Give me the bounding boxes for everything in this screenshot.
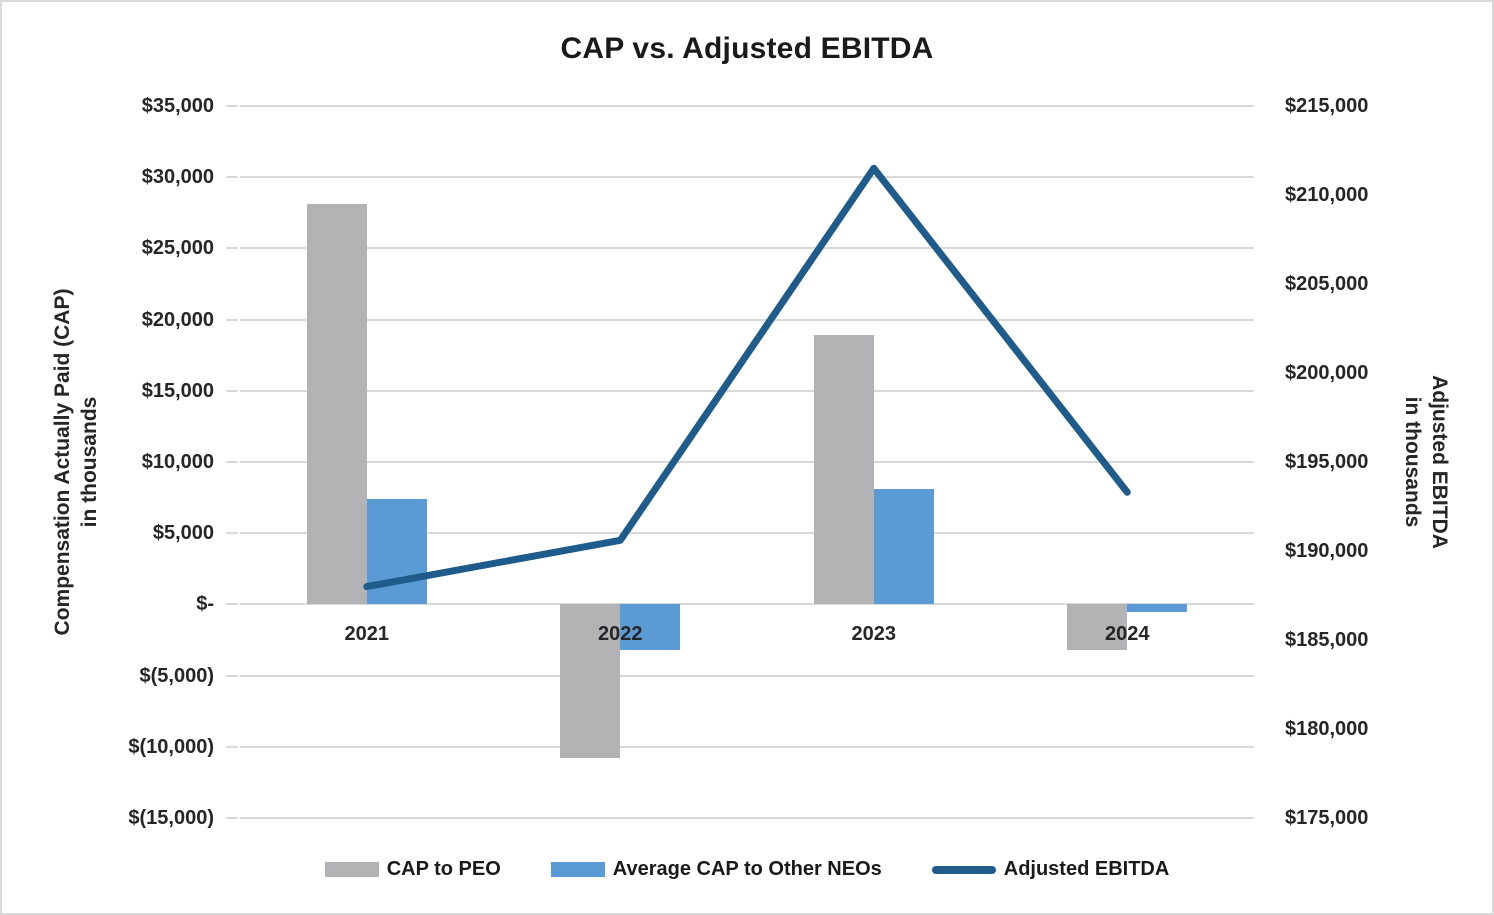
left-axis-tickmark <box>226 532 238 535</box>
left-axis-tickmark <box>226 817 238 819</box>
bar-cap-neo-2024 <box>1127 604 1188 612</box>
left-axis-tick-label: $25,000 <box>141 237 214 260</box>
bar-cap-peo-2022 <box>560 604 621 759</box>
left-axis-tickmark <box>226 389 238 392</box>
left-axis-tick-label: $- <box>196 593 214 616</box>
left-axis-tick-label: $(10,000) <box>128 735 214 758</box>
x-axis-label-2023: 2023 <box>851 623 897 645</box>
right-axis-tick-label: $200,000 <box>1285 362 1369 384</box>
left-axis-tick-label: $5,000 <box>152 522 214 545</box>
gridline <box>240 674 1254 677</box>
x-axis-label-2022: 2022 <box>598 623 643 645</box>
left-axis-tickmark <box>226 745 238 748</box>
x-axis-label-2021: 2021 <box>344 623 390 645</box>
legend-bar-swatch <box>324 862 379 877</box>
gridline <box>240 389 1254 392</box>
left-axis-tickmark <box>226 176 238 179</box>
legend-label: CAP to PEO <box>386 858 501 880</box>
gridline <box>240 817 1254 819</box>
left-axis-tickmark <box>226 603 238 606</box>
legend-label: Adjusted EBITDA <box>1003 858 1170 880</box>
legend-item: Average CAP to Other NEOs <box>550 858 882 881</box>
left-axis-tickmark <box>226 247 238 250</box>
chart-legend: CAP to PEO Average CAP to Other NEOs Adjus… <box>2 858 1492 881</box>
right-axis-tick-label: $175,000 <box>1285 807 1369 829</box>
legend-item: Adjusted EBITDA <box>931 858 1170 881</box>
gridline <box>240 247 1254 250</box>
legend-label: Average CAP to Other NEOs <box>612 858 882 880</box>
left-axis-tickmark <box>226 461 238 463</box>
left-axis-tickmark <box>226 105 238 107</box>
bar-cap-neo-2022 <box>620 604 681 650</box>
legend-line-swatch <box>931 865 996 874</box>
gridline <box>240 461 1254 463</box>
gridline <box>240 603 1254 606</box>
right-axis-tick-label: $215,000 <box>1285 95 1369 117</box>
chart-title: CAP vs. Adjusted EBITDA <box>560 32 934 65</box>
right-axis-tick-label: $195,000 <box>1285 451 1369 473</box>
right-axis-tick-label: $185,000 <box>1285 629 1369 651</box>
x-axis-label-2024: 2024 <box>1105 623 1150 645</box>
gridline <box>240 745 1254 748</box>
right-axis-tick-label: $210,000 <box>1285 184 1369 206</box>
gridline <box>240 176 1254 179</box>
left-axis-tickmark <box>226 318 238 321</box>
right-axis-tick-label: $205,000 <box>1285 273 1369 295</box>
legend-item: CAP to PEO <box>324 858 501 881</box>
bar-cap-peo-2023 <box>813 335 874 605</box>
right-axis-tick-label: $180,000 <box>1285 718 1369 740</box>
left-axis-tickmark <box>226 674 238 677</box>
left-axis-tick-label: $35,000 <box>141 95 214 117</box>
gridline <box>240 532 1254 535</box>
left-axis-tick-label: $20,000 <box>141 308 214 331</box>
gridline <box>240 105 1254 107</box>
left-axis-tick-label: $(15,000) <box>128 807 214 829</box>
left-axis-tick-label: $30,000 <box>141 166 214 189</box>
bar-cap-peo-2021 <box>306 204 367 605</box>
bar-cap-neo-2023 <box>873 489 934 605</box>
left-axis-tick-label: $10,000 <box>141 451 214 473</box>
legend-bar-swatch <box>550 862 605 877</box>
bar-cap-peo-2024 <box>1067 604 1128 650</box>
adjusted-ebitda-line <box>363 164 1131 591</box>
gridline <box>240 318 1254 321</box>
left-axis-tick-label: $(5,000) <box>139 664 215 687</box>
right-axis-tick-label: $190,000 <box>1285 540 1369 562</box>
left-axis-tick-label: $15,000 <box>141 379 214 402</box>
